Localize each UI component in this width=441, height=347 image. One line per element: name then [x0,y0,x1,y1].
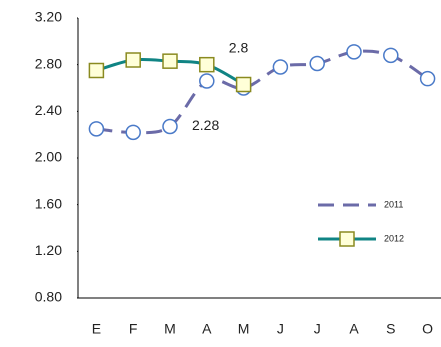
x-tick-label: S [386,321,395,337]
y-tick-label: 1.20 [35,242,62,258]
x-tick-label: O [422,321,433,337]
data-point [162,53,178,69]
data-point [125,124,141,141]
data-point [309,55,325,72]
legend-marker [339,231,355,247]
data-point [419,70,436,87]
y-tick-label: 1.60 [35,195,62,211]
data-point [346,44,362,60]
data-point [88,62,105,79]
x-tick-label: A [202,321,212,337]
data-point [272,59,289,75]
x-tick-label: M [238,321,250,337]
x-tick-label: J [314,321,321,337]
x-tick-label: E [92,321,101,337]
x-tick-label: A [349,321,359,337]
x-tick-label: J [277,321,284,337]
data-point [199,56,215,73]
y-tick-label: 2.00 [35,149,62,165]
y-tick-label: 3.20 [35,9,62,25]
data-point [125,52,141,68]
plot-area [88,44,436,141]
series-line [96,49,429,135]
x-tick-label: M [164,321,176,337]
data-point [383,47,399,64]
legend-label: 2012 [384,233,404,243]
data-label: 2.28 [192,117,219,133]
y-tick-label: 2.40 [35,102,62,118]
data-point [88,121,105,137]
x-tick-label: F [129,321,138,337]
data-point [199,73,215,89]
data-point [162,118,178,135]
data-label: 2.8 [229,39,249,55]
data-point [235,76,252,93]
y-tick-label: 2.80 [35,55,62,71]
legend-label: 2011 [384,199,403,209]
y-tick-label: 0.80 [35,289,62,305]
